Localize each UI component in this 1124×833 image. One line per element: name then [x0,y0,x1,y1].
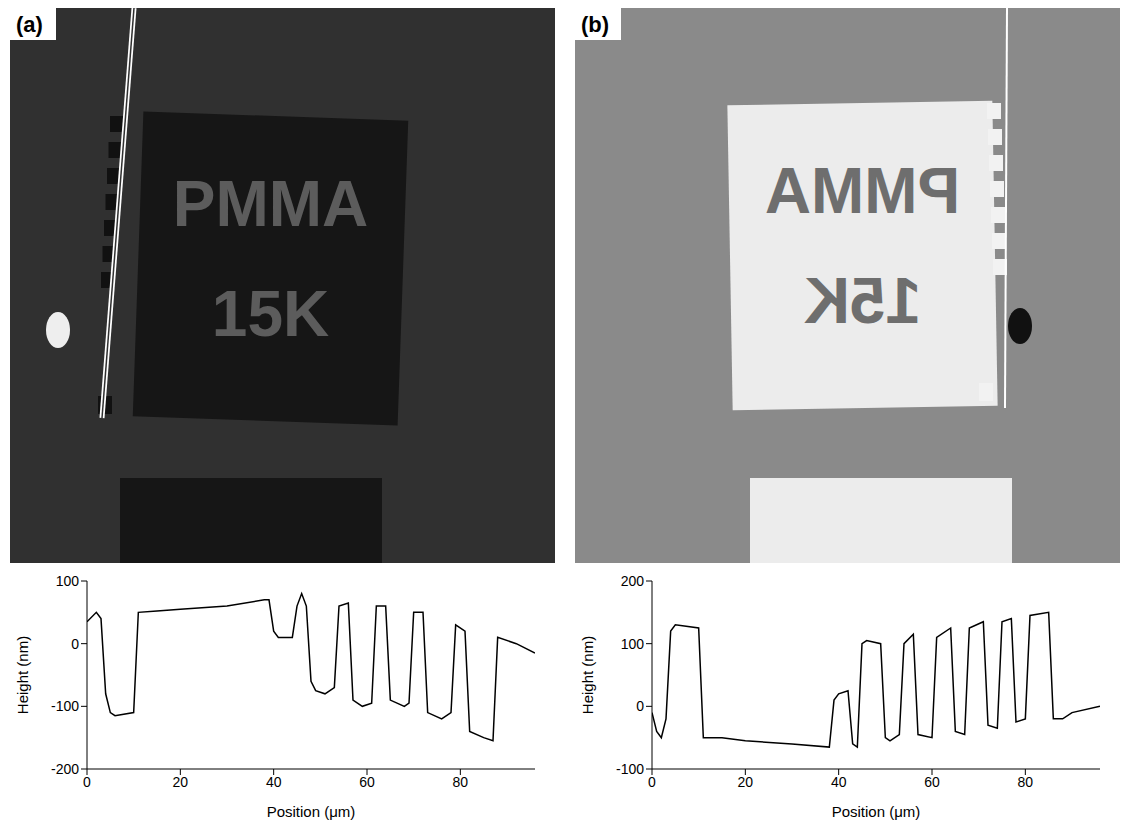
svg-text:20: 20 [173,774,189,790]
svg-text:15K: 15K [804,265,921,337]
svg-text:Height (nm): Height (nm) [579,636,596,714]
svg-text:Position (μm): Position (μm) [267,803,356,820]
svg-text:PMMA: PMMA [173,168,369,240]
svg-text:100: 100 [56,573,80,589]
svg-text:(b): (b) [581,12,609,37]
svg-text:20: 20 [738,774,754,790]
svg-text:-100: -100 [51,698,79,714]
svg-text:(a): (a) [16,12,43,37]
svg-text:0: 0 [636,698,644,714]
svg-text:40: 40 [266,774,282,790]
svg-text:200: 200 [621,573,645,589]
svg-text:40: 40 [831,774,847,790]
svg-text:15K: 15K [212,278,329,350]
svg-text:60: 60 [359,774,375,790]
svg-text:Height (nm): Height (nm) [14,636,31,714]
svg-text:0: 0 [71,636,79,652]
svg-text:Position (μm): Position (μm) [832,803,921,820]
svg-text:0: 0 [648,774,656,790]
svg-text:-100: -100 [616,761,644,777]
svg-text:-200: -200 [51,761,79,777]
svg-text:60: 60 [924,774,940,790]
svg-text:0: 0 [83,774,91,790]
svg-text:80: 80 [453,774,469,790]
svg-text:PMMA: PMMA [765,155,961,227]
svg-text:100: 100 [621,636,645,652]
svg-text:80: 80 [1018,774,1034,790]
